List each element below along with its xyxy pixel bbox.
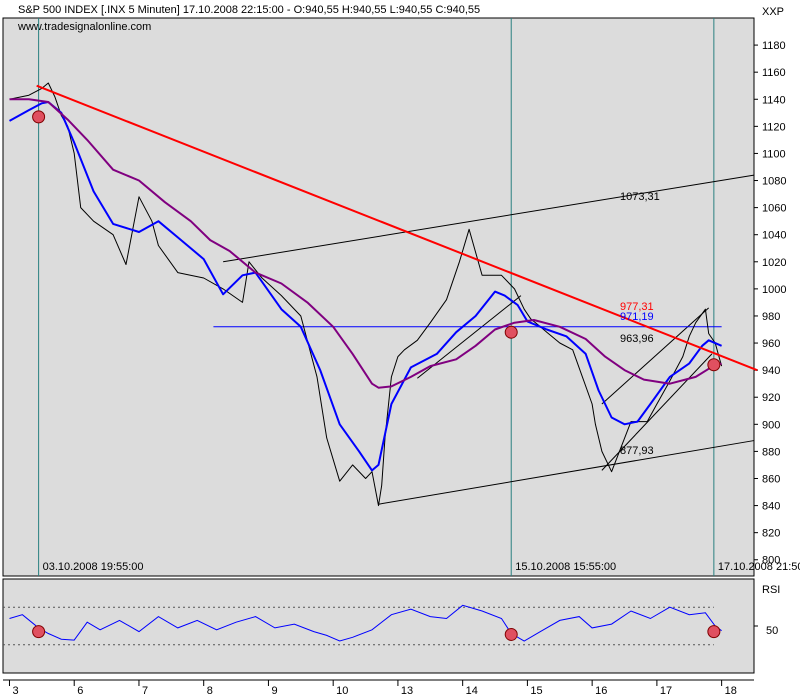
x-tick-label-16: 16 — [595, 685, 607, 697]
vertical-line-label-3: 17.10.2008 21:50:00 — [718, 561, 800, 573]
upper-channel-value: 1073,31 — [620, 191, 660, 203]
y-tick-label-1120: 1120 — [762, 121, 786, 133]
x-tick-label-3: 3 — [12, 685, 18, 697]
y-tick-label-900: 900 — [762, 419, 780, 431]
y-tick-label-1140: 1140 — [762, 94, 786, 106]
y-tick-label-1000: 1000 — [762, 284, 786, 296]
trendline-value: 977,31 — [620, 301, 654, 313]
x-tick-label-18: 18 — [725, 685, 737, 697]
y-tick-label-800: 800 — [762, 555, 780, 567]
y-tick-label-1020: 1020 — [762, 257, 786, 269]
y-tick-label-960: 960 — [762, 338, 780, 350]
x-tick-label-13: 13 — [401, 685, 413, 697]
signal-marker-2 — [504, 325, 518, 339]
chart-title: S&P 500 INDEX [.INX 5 Minuten] 17.10.200… — [18, 4, 480, 16]
vertical-line-label-2: 15.10.2008 15:55:00 — [515, 561, 616, 573]
x-tick-label-6: 6 — [77, 685, 83, 697]
y-tick-label-860: 860 — [762, 473, 780, 485]
y-tick-label-980: 980 — [762, 311, 780, 323]
main-plot-area — [2, 17, 755, 577]
y-tick-label-1180: 1180 — [762, 40, 786, 52]
rising-channel-lower — [601, 353, 713, 471]
y-tick-label-1080: 1080 — [762, 176, 786, 188]
rsi-marker-1 — [32, 625, 46, 639]
series-fast_ma — [9, 101, 722, 472]
x-axis: 3 6 7 8 9 10 13 14 15 16 17 18 — [3, 679, 754, 697]
signal-marker-3 — [707, 358, 721, 372]
last-price-value: 963,96 — [620, 333, 654, 345]
y-tick-label-1060: 1060 — [762, 203, 786, 215]
y-axis-ticks: 800 820 840 860 880 900 920 940 960 980 1000 1020 10… — [754, 40, 786, 567]
rsi-label: RSI — [762, 584, 780, 596]
rsi-line — [9, 604, 722, 642]
y-tick-label-1100: 1100 — [762, 148, 786, 160]
y-tick-label-1160: 1160 — [762, 67, 786, 79]
upper-channel-line — [223, 174, 755, 263]
y-tick-label-880: 880 — [762, 446, 780, 458]
y-tick-label-820: 820 — [762, 528, 780, 540]
x-tick-label-14: 14 — [466, 685, 478, 697]
rsi-marker-2 — [504, 627, 518, 641]
y-axis-label: XXP — [762, 6, 784, 18]
lower-channel-value: 877,93 — [620, 445, 654, 457]
y-tick-label-940: 940 — [762, 365, 780, 377]
signal-marker-1 — [32, 110, 46, 124]
series-price — [9, 82, 723, 507]
red-trendline — [36, 84, 758, 372]
main-series — [9, 82, 758, 507]
y-tick-label-920: 920 — [762, 392, 780, 404]
vertical-line-label-1: 03.10.2008 19:55:00 — [43, 561, 144, 573]
level-line-value: 971,19 — [620, 311, 654, 323]
x-tick-label-15: 15 — [530, 685, 542, 697]
lower-channel-line — [378, 440, 755, 505]
rsi-series — [3, 604, 758, 646]
rising-channel-upper — [601, 307, 710, 405]
x-tick-label-17: 17 — [660, 685, 672, 697]
y-tick-label-840: 840 — [762, 501, 780, 513]
x-tick-label-10: 10 — [336, 685, 348, 697]
rsi-plot-area — [2, 578, 755, 674]
series-slow_ma — [9, 98, 722, 389]
rsi-marker-3 — [707, 625, 721, 639]
rsi-tick-50: 50 — [766, 625, 778, 637]
y-tick-label-1040: 1040 — [762, 230, 786, 242]
x-tick-label-7: 7 — [142, 685, 148, 697]
x-tick-label-9: 9 — [271, 685, 277, 697]
source-text: www.tradesignalonline.com — [17, 21, 151, 33]
x-tick-label-8: 8 — [207, 685, 213, 697]
